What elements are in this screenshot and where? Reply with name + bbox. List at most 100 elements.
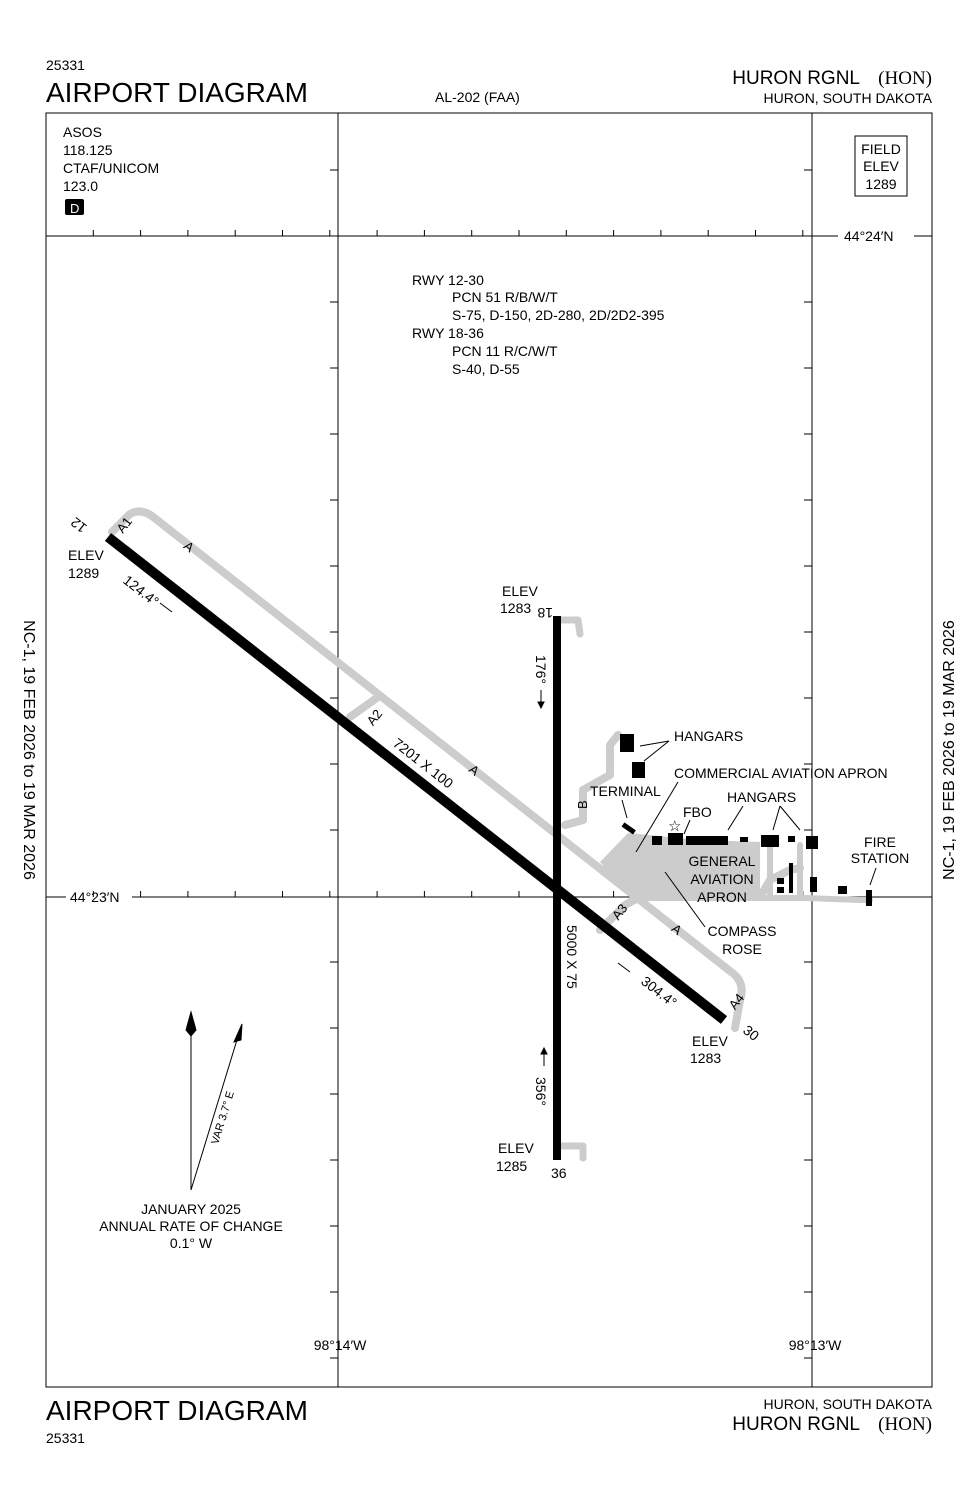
asos-frequency: 118.125 xyxy=(63,142,113,158)
magvar-rate-label: ANNUAL RATE OF CHANGE xyxy=(99,1218,283,1234)
fbo-label: FBO xyxy=(683,804,712,820)
hangars-east-label: HANGARS xyxy=(727,789,796,805)
taxiway-a2 xyxy=(346,693,382,721)
ga-apron-label-2: AVIATION xyxy=(690,871,753,887)
rwy18-stub xyxy=(553,616,584,638)
rwy1-label: RWY 12-30 xyxy=(412,272,484,288)
airport-location: HURON, SOUTH DAKOTA xyxy=(763,90,932,106)
lat-north: 44°24′N xyxy=(844,228,893,244)
building xyxy=(652,836,662,845)
footer-airport-name: HURON RGNL xyxy=(732,1414,860,1435)
footer-location: HURON, SOUTH DAKOTA xyxy=(763,1396,932,1412)
fire-station-label-2: STATION xyxy=(851,850,910,866)
ctaf-label: CTAF/UNICOM xyxy=(63,160,159,176)
east-taxiway xyxy=(757,895,873,903)
leader-lines xyxy=(621,740,877,928)
building xyxy=(810,877,817,892)
rwy36-stub xyxy=(553,1142,587,1162)
rwy36-heading: 356° xyxy=(533,1077,549,1106)
rwy18-label: 18 xyxy=(537,605,553,621)
true-north-arrow-icon xyxy=(185,1010,197,1037)
rwy18-elev-label: ELEV xyxy=(502,583,538,599)
building xyxy=(740,837,748,842)
effective-dates-right: NC-1, 19 FEB 2026 to 19 MAR 2026 xyxy=(941,620,958,880)
rwy2-label: RWY 18-36 xyxy=(412,325,484,341)
building xyxy=(838,886,847,894)
footer-chart-number: 25331 xyxy=(46,1430,85,1446)
fire-station-label-1: FIRE xyxy=(864,834,896,850)
taxiway-a xyxy=(108,507,746,1032)
rwy1-pcn: PCN 51 R/B/W/T xyxy=(452,289,558,305)
building xyxy=(788,836,795,842)
terminal-building xyxy=(621,822,636,835)
field-elevation-box: FIELD ELEV 1289 xyxy=(854,135,908,197)
rwy18-elev: 1283 xyxy=(500,600,531,616)
compass-rose-label-1: COMPASS xyxy=(708,923,777,939)
rwy30-elev: 1283 xyxy=(690,1050,721,1066)
t-hangar-row xyxy=(789,863,793,893)
rwy12-elev: 1289 xyxy=(68,565,99,581)
rwy18-36-dimensions: 5000 X 75 xyxy=(564,925,580,989)
rwy30-label: 30 xyxy=(740,1022,762,1044)
taxiway-b-label: B xyxy=(575,800,590,809)
hangar-building xyxy=(632,762,645,778)
general-aviation-apron xyxy=(600,833,760,895)
chart-title: AIRPORT DIAGRAM xyxy=(46,77,308,108)
building xyxy=(777,887,784,893)
ctaf-frequency: 123.0 xyxy=(63,178,98,194)
footer-title: AIRPORT DIAGRAM xyxy=(46,1395,308,1426)
fbo-building xyxy=(668,833,683,845)
hangars-north-label: HANGARS xyxy=(674,728,743,744)
magvar-date: JANUARY 2025 xyxy=(141,1201,241,1217)
building xyxy=(777,878,784,884)
terminal-label: TERMINAL xyxy=(590,783,661,799)
fire-station-building xyxy=(866,890,872,906)
heading-arrows xyxy=(159,602,631,1066)
lon-east: 98°13′W xyxy=(789,1337,842,1353)
lat-south: 44°23′N xyxy=(70,889,119,905)
rwy1-weights: S-75, D-150, 2D-280, 2D/2D2-395 xyxy=(452,307,665,323)
rwy36-elev-label: ELEV xyxy=(498,1140,534,1156)
effective-dates-left: NC-1, 19 FEB 2026 to 19 MAR 2026 xyxy=(20,620,37,880)
hangar-building xyxy=(806,836,818,849)
airport-id: (HON) xyxy=(878,68,932,89)
field-elev-line2: ELEV xyxy=(863,158,899,174)
buildings xyxy=(620,734,872,906)
commercial-apron-label: COMMERCIAL AVIATION APRON xyxy=(674,765,888,781)
hangar-building xyxy=(761,835,779,847)
rwy30-elev-label: ELEV xyxy=(692,1033,728,1049)
runway-data: RWY 12-30 PCN 51 R/B/W/T S-75, D-150, 2D… xyxy=(412,272,665,377)
ga-apron-label-3: APRON xyxy=(697,889,747,905)
asos-label: ASOS xyxy=(63,124,102,140)
ga-apron-label-1: GENERAL xyxy=(689,853,756,869)
taxiway-b xyxy=(561,731,622,829)
field-elev-value: 1289 xyxy=(865,176,896,192)
compass-rose-label-2: ROSE xyxy=(722,941,762,957)
chart-number: 25331 xyxy=(46,57,85,73)
hangar-building xyxy=(686,836,728,845)
runway-12-30 xyxy=(104,533,728,1024)
rwy2-weights: S-40, D-55 xyxy=(452,361,520,377)
field-elev-line1: FIELD xyxy=(861,141,901,157)
hangar-taxiway xyxy=(767,842,803,898)
magnetic-north-arrow-icon xyxy=(233,1023,243,1043)
footer-airport-id: (HON) xyxy=(878,1414,932,1435)
rwy2-pcn: PCN 11 R/C/W/T xyxy=(452,343,558,359)
rwy36-elev: 1285 xyxy=(496,1158,527,1174)
comms-box: ASOS 118.125 CTAF/UNICOM 123.0 D xyxy=(63,124,159,216)
rwy18-heading: 176° xyxy=(533,655,549,684)
d-symbol: D xyxy=(70,201,79,216)
rwy12-elev-label: ELEV xyxy=(68,547,104,563)
magvar-rate: 0.1° W xyxy=(170,1235,213,1251)
rwy12-label: 12 xyxy=(67,514,89,536)
lon-west: 98°14′W xyxy=(314,1337,367,1353)
chart-id: AL-202 (FAA) xyxy=(435,89,520,105)
airport-name: HURON RGNL xyxy=(732,68,860,89)
d-atis-icon xyxy=(65,199,84,215)
frame xyxy=(45,112,933,1388)
magnetic-variation xyxy=(185,1010,243,1191)
rwy36-label: 36 xyxy=(551,1165,567,1181)
airport-beacon-icon: ☆ xyxy=(668,818,681,835)
hangar-building xyxy=(620,734,634,752)
